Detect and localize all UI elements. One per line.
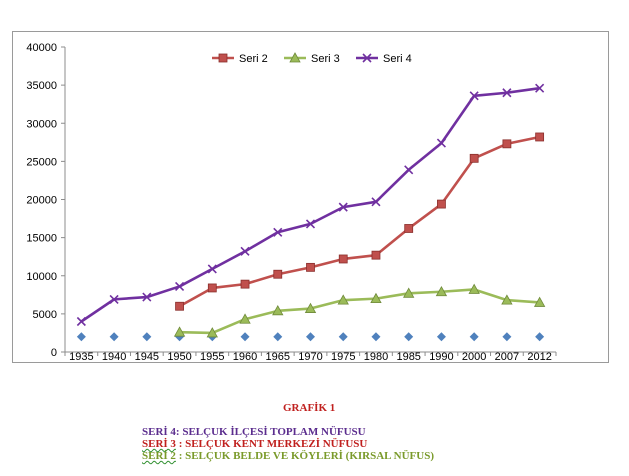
data-point-series-1 — [306, 332, 315, 342]
y-tick-label: 20000 — [26, 195, 57, 207]
data-point-series-2 — [338, 254, 348, 264]
data-point-series-1 — [436, 332, 446, 342]
y-tick-label: 30000 — [26, 118, 57, 130]
data-point-series-1 — [142, 332, 152, 342]
data-point-series-1 — [502, 332, 512, 342]
data-point-series-4 — [142, 292, 152, 302]
x-tick-label: 1935 — [69, 351, 93, 363]
x-tick-label: 2007 — [495, 351, 519, 363]
data-point-series-3 — [206, 327, 218, 338]
data-point-series-2 — [502, 139, 512, 149]
x-tick-label: 1965 — [266, 351, 290, 363]
data-point-series-4 — [436, 138, 446, 148]
y-tick-label: 25000 — [26, 156, 57, 168]
y-tick-label: 10000 — [26, 271, 57, 283]
data-point-series-1 — [338, 332, 348, 342]
data-point-series-3 — [272, 305, 284, 316]
y-tick-label: 0 — [51, 347, 57, 359]
data-point-series-1 — [273, 332, 283, 342]
caption-series-2-prefix: SERİ 2 — [142, 450, 176, 462]
data-point-series-2 — [306, 262, 315, 272]
legend-label: Seri 3 — [311, 53, 340, 65]
x-tick-label: 1970 — [298, 351, 322, 363]
caption-series-2: SERİ 2 : SELÇUK BELDE VE KÖYLERİ (KIRSAL… — [142, 450, 434, 462]
data-point-series-4 — [175, 281, 185, 291]
y-tick-label: 5000 — [33, 309, 57, 321]
x-tick-label: 1950 — [167, 351, 191, 363]
caption-series-2-text: : SELÇUK BELDE VE KÖYLERİ (KIRSAL NÜFUS) — [175, 450, 434, 462]
x-tick-label: 1990 — [429, 351, 453, 363]
x-tick-label: 1980 — [364, 351, 388, 363]
series-line-2 — [178, 135, 540, 308]
chart-area: 0 5000 10000 15000 20000 25000 30000 35000 40000… — [12, 31, 609, 363]
data-point-series-4 — [535, 83, 545, 93]
data-point-series-4 — [338, 202, 348, 212]
x-tick-label: 1955 — [200, 351, 224, 363]
data-point-series-2 — [535, 132, 545, 142]
data-point-series-2 — [175, 301, 184, 311]
data-point-series-3 — [239, 313, 251, 324]
y-tick-label: 40000 — [26, 42, 57, 54]
legend-marker — [362, 53, 372, 63]
data-point-series-2 — [404, 224, 414, 233]
data-point-series-2 — [371, 250, 381, 260]
caption-series-4: SERİ 4: SELÇUK İLÇESİ TOPLAM NÜFUSU — [142, 426, 366, 438]
caption-series-3-text: : SELÇUK KENT MERKEZİ NÜFUSU — [175, 438, 368, 450]
series-line-3 — [179, 288, 540, 335]
data-point-series-2 — [469, 153, 479, 163]
x-tick-label: 1940 — [102, 351, 126, 363]
data-point-series-1 — [404, 332, 414, 342]
data-point-series-1 — [240, 332, 250, 342]
data-point-series-3 — [304, 302, 317, 313]
data-point-series-4 — [469, 91, 479, 101]
data-point-series-1 — [469, 332, 479, 342]
caption-series-3-prefix: SERİ 3 — [142, 438, 176, 450]
figure-caption-title: GRAFİK 1 — [283, 402, 336, 414]
data-point-series-4 — [273, 227, 283, 237]
legend-marker — [218, 53, 228, 63]
plot-area: 0 5000 10000 15000 20000 25000 30000 35000 40000… — [26, 42, 557, 363]
data-point-series-3 — [403, 287, 415, 298]
legend: Seri 2 Seri 3 Seri 4 — [212, 52, 412, 65]
data-point-series-4 — [404, 165, 414, 175]
data-point-series-4 — [207, 264, 217, 274]
data-point-series-1 — [109, 332, 119, 342]
x-tick-label: 1960 — [233, 351, 257, 363]
data-point-series-4 — [240, 246, 250, 256]
data-point-series-2 — [273, 269, 283, 279]
data-point-series-2 — [240, 279, 250, 289]
x-tick-label: 2012 — [527, 351, 551, 363]
data-point-series-4 — [305, 219, 316, 229]
caption-series-3: SERİ 3 : SELÇUK KENT MERKEZİ NÜFUSU — [142, 438, 367, 450]
data-point-series-1 — [535, 332, 545, 342]
data-point-series-4 — [76, 316, 86, 327]
data-point-series-3 — [468, 283, 480, 294]
data-point-series-3 — [501, 294, 513, 305]
data-point-series-4 — [109, 294, 119, 304]
y-tick-label: 15000 — [26, 233, 57, 245]
x-tick-label: 1975 — [331, 351, 355, 363]
x-tick-label: 2000 — [462, 351, 486, 363]
data-point-series-2 — [207, 283, 217, 293]
x-tick-label: 1985 — [396, 351, 420, 363]
y-tick-label: 35000 — [26, 80, 57, 92]
data-point-series-4 — [502, 88, 512, 98]
legend-label: Seri 4 — [383, 53, 412, 65]
x-tick-label: 1945 — [135, 351, 159, 363]
data-point-series-3 — [337, 294, 349, 305]
data-point-series-4 — [371, 197, 381, 207]
legend-marker — [289, 52, 301, 63]
data-point-series-3 — [533, 296, 546, 307]
data-point-series-3 — [173, 326, 186, 337]
legend-label: Seri 2 — [239, 53, 268, 65]
data-point-series-1 — [371, 332, 381, 342]
data-point-series-1 — [76, 332, 86, 342]
data-point-series-3 — [435, 285, 448, 297]
data-point-series-3 — [370, 292, 382, 304]
data-point-series-2 — [437, 199, 446, 209]
